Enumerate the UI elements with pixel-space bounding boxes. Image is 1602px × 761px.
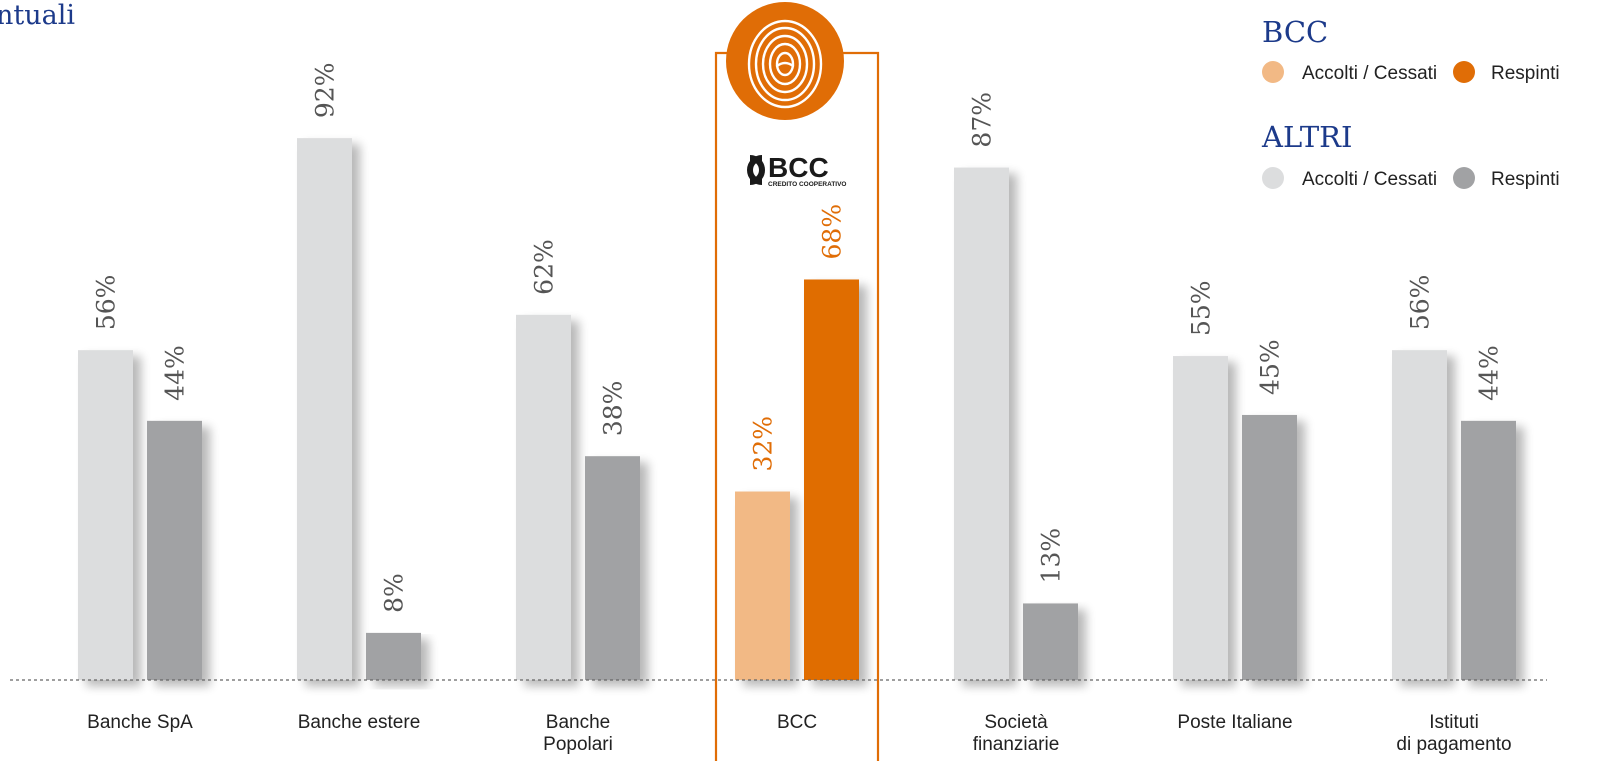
value-label-accolti-1: 92%	[311, 63, 340, 119]
legend-swatch-altri-accolti	[1262, 167, 1284, 189]
bar-respinti-4	[1023, 603, 1078, 680]
category-label-5: Poste Italiane	[1177, 712, 1292, 733]
category-labels-layer: Banche SpA Banche estere Banche Popolari BCC…	[87, 712, 1511, 755]
bar-accolti-4	[954, 167, 1009, 680]
value-label-accolti-2: 62%	[530, 239, 559, 295]
legend-label-bcc-respinti: Respinti	[1491, 63, 1560, 84]
bcc-brand-mark-icon	[747, 155, 765, 185]
bar-accolti-5	[1173, 356, 1228, 680]
bar-respinti-3	[804, 279, 859, 680]
value-label-accolti-5: 55%	[1187, 280, 1216, 336]
bar-accolti-0	[78, 350, 133, 680]
bar-accolti-1	[297, 138, 352, 680]
legend-swatch-bcc-accolti	[1262, 61, 1284, 83]
value-label-respinti-4: 13%	[1037, 528, 1066, 584]
bar-respinti-6	[1461, 420, 1516, 680]
value-label-respinti-6: 44%	[1475, 345, 1504, 401]
fingerprint-icon	[726, 2, 844, 120]
bar-accolti-3	[735, 491, 790, 680]
legend-swatch-bcc-respinti	[1453, 61, 1475, 83]
category-label-4: Società finanziarie	[973, 712, 1060, 755]
category-label-0: Banche SpA	[87, 712, 193, 733]
value-label-respinti-2: 38%	[599, 381, 628, 437]
bcc-logo-brand: BCC	[768, 152, 829, 183]
bcc-logo: BCC CREDITO COOPERATIVO	[726, 2, 847, 188]
fingerprint-lines-icon	[747, 19, 823, 109]
value-label-accolti-6: 56%	[1406, 275, 1435, 331]
value-labels-layer: 56% 44% 92% 8% 62% 38% 32% 68% 87% 13% 55% 45% 56% 44…	[92, 63, 1504, 613]
legend-label-altri-accolti: Accolti / Cessati	[1302, 169, 1437, 190]
value-label-respinti-5: 45%	[1256, 339, 1285, 395]
value-label-respinti-0: 44%	[161, 345, 190, 401]
value-label-respinti-3: 68%	[818, 204, 847, 260]
bar-respinti-5	[1242, 414, 1297, 680]
category-label-3: BCC	[777, 712, 817, 733]
legend-label-bcc-accolti: Accolti / Cessati	[1302, 63, 1437, 84]
category-label-2: Banche Popolari	[543, 712, 613, 755]
bar-accolti-6	[1392, 350, 1447, 680]
value-label-respinti-1: 8%	[380, 573, 409, 613]
value-label-accolti-4: 87%	[968, 92, 997, 148]
bar-respinti-2	[585, 456, 640, 680]
bars-layer	[78, 138, 1516, 680]
bcc-logo-subtitle: CREDITO COOPERATIVO	[768, 181, 847, 188]
legend-label-altri-respinti: Respinti	[1491, 169, 1560, 190]
bar-respinti-0	[147, 420, 202, 680]
category-label-1: Banche estere	[298, 712, 421, 733]
value-label-accolti-0: 56%	[92, 275, 121, 331]
value-label-accolti-3: 32%	[749, 416, 778, 472]
legend: BCC Accolti / Cessati Respinti ALTRI Acc…	[1261, 15, 1560, 190]
category-label-6: Istituti di pagamento	[1396, 712, 1511, 755]
legend-heading-bcc: BCC	[1262, 15, 1328, 49]
bar-respinti-1	[366, 632, 421, 680]
legend-heading-altri: ALTRI	[1261, 120, 1352, 154]
bar-accolti-2	[516, 314, 571, 680]
chart-title: ntuali	[0, 0, 75, 31]
legend-swatch-altri-respinti	[1453, 167, 1475, 189]
